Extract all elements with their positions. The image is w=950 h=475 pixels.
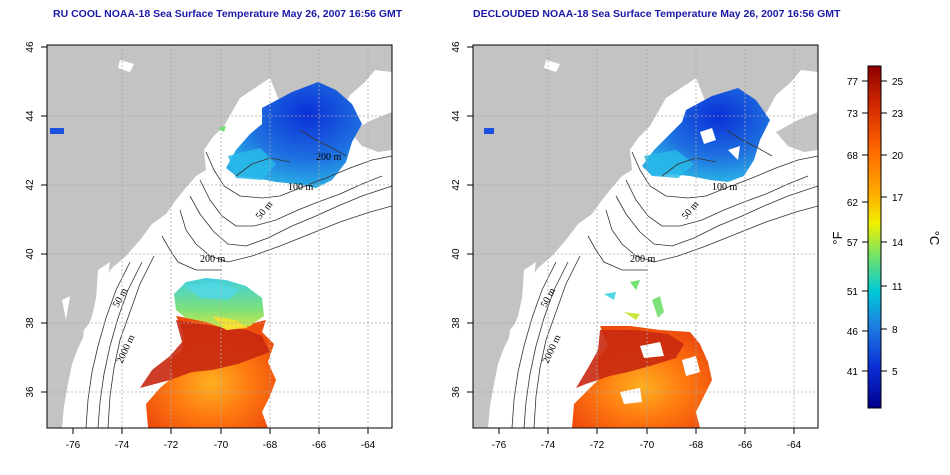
right-map-land	[473, 45, 818, 428]
svg-text:23: 23	[892, 109, 904, 120]
svg-text:-64: -64	[787, 440, 802, 451]
svg-text:42: 42	[451, 179, 462, 191]
svg-text:46: 46	[25, 41, 36, 53]
svg-text:17: 17	[892, 193, 904, 204]
right-map-bathymetry-contours	[511, 129, 818, 428]
svg-text:46: 46	[451, 41, 462, 53]
right-map-panel: 100 m 50 m 200 m 50 m 2000 m -76 -74 -72…	[451, 41, 819, 451]
svg-text:51: 51	[847, 287, 859, 298]
svg-text:-66: -66	[312, 440, 327, 451]
svg-text:-74: -74	[541, 440, 556, 451]
svg-text:14: 14	[892, 238, 904, 249]
left-map-frame	[46, 44, 393, 429]
right-map-grid	[473, 45, 818, 428]
svg-text:46: 46	[847, 327, 859, 338]
left-contour-label-4: 200 m	[200, 254, 226, 265]
svg-text:25: 25	[892, 77, 904, 88]
svg-text:77: 77	[847, 77, 859, 88]
svg-text:73: 73	[847, 109, 859, 120]
svg-text:-70: -70	[214, 440, 229, 451]
right-map-title: DECLOUDED NOAA-18 Sea Surface Temperatur…	[473, 8, 841, 20]
svg-text:8: 8	[892, 325, 898, 336]
left-map-panel: 200 m 100 m 50 m 200 m 50 m 2000 m -76 -…	[25, 41, 393, 451]
svg-text:20: 20	[892, 151, 904, 162]
svg-text:36: 36	[25, 386, 36, 398]
svg-text:-72: -72	[590, 440, 605, 451]
svg-text:-74: -74	[115, 440, 130, 451]
left-map-y-axis: 46 44 42 40 38 36	[25, 41, 36, 398]
left-contour-label-2: 100 m	[288, 182, 314, 193]
svg-text:40: 40	[25, 248, 36, 260]
left-map-grid	[47, 45, 392, 428]
svg-text:42: 42	[25, 179, 36, 191]
left-map-land	[47, 45, 392, 428]
colorbar-fahrenheit-label: °F	[830, 231, 845, 244]
svg-text:41: 41	[847, 367, 859, 378]
svg-text:57: 57	[847, 238, 859, 249]
svg-text:5: 5	[892, 367, 898, 378]
left-map-title: RU COOL NOAA-18 Sea Surface Temperature …	[53, 8, 403, 20]
svg-text:-68: -68	[263, 440, 278, 451]
colorbar: 77 73 68 62 57 51 46 41 25 23 20 17 14 1…	[830, 65, 942, 409]
svg-text:-76: -76	[492, 440, 507, 451]
svg-text:-66: -66	[738, 440, 753, 451]
colorbar-celsius-label: °C	[927, 231, 942, 246]
svg-text:62: 62	[847, 198, 859, 209]
svg-text:44: 44	[25, 110, 36, 122]
left-map-x-axis: -76 -74 -72 -70 -68 -66 -64	[66, 440, 376, 451]
left-map-bathymetry-contours	[85, 129, 392, 428]
left-contour-label-1: 200 m	[316, 152, 342, 163]
svg-text:68: 68	[847, 151, 859, 162]
svg-text:-68: -68	[689, 440, 704, 451]
svg-text:40: 40	[451, 248, 462, 260]
svg-text:36: 36	[451, 386, 462, 398]
svg-text:38: 38	[451, 317, 462, 329]
svg-text:-64: -64	[361, 440, 376, 451]
right-contour-label-3: 200 m	[630, 254, 656, 265]
svg-text:38: 38	[25, 317, 36, 329]
right-map-y-axis: 46 44 42 40 38 36	[451, 41, 462, 398]
svg-text:-76: -76	[66, 440, 81, 451]
right-map-frame	[472, 44, 819, 429]
svg-text:11: 11	[892, 282, 903, 293]
colorbar-celsius-ticks: 25 23 20 17 14 11 8 5	[892, 77, 904, 378]
right-contour-label-1: 100 m	[712, 182, 738, 193]
right-map-x-axis: -76 -74 -72 -70 -68 -66 -64	[492, 440, 802, 451]
colorbar-gradient	[867, 65, 882, 409]
colorbar-fahrenheit-ticks: 77 73 68 62 57 51 46 41	[847, 77, 859, 378]
svg-text:-72: -72	[164, 440, 179, 451]
svg-text:-70: -70	[640, 440, 655, 451]
svg-text:44: 44	[451, 110, 462, 122]
